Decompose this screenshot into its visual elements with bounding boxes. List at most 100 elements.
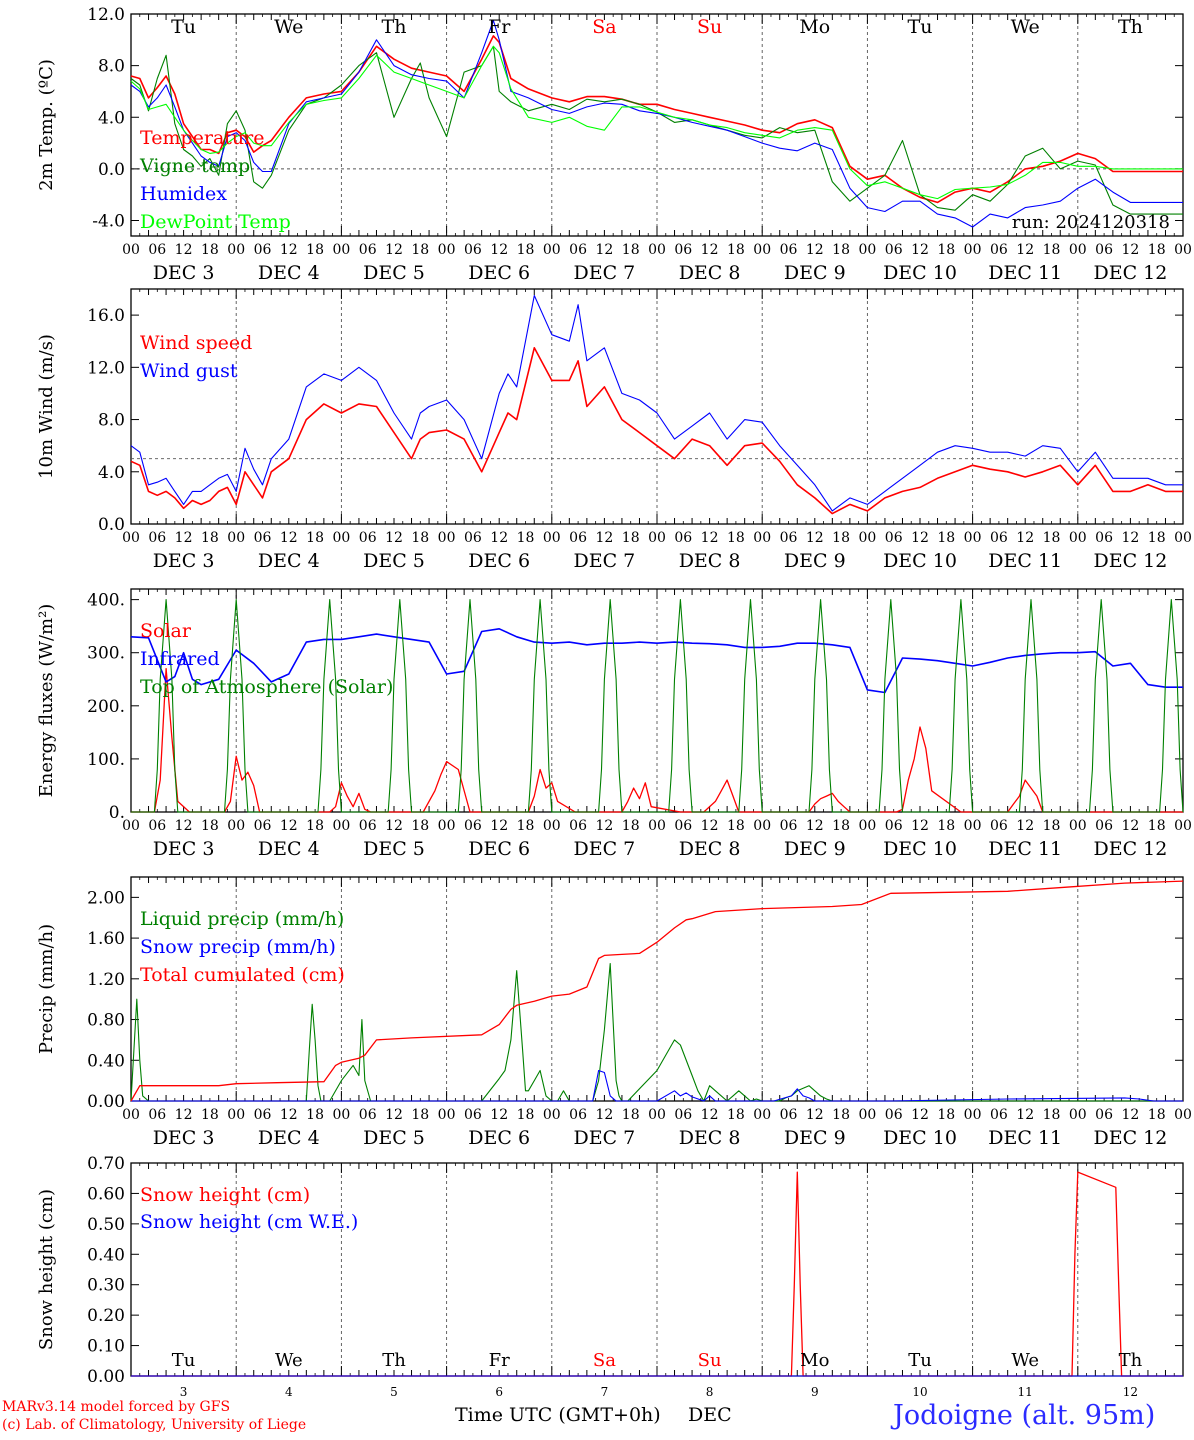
y-axis-label: Snow height (cm) <box>36 1189 57 1350</box>
date-label: DEC 12 <box>1093 262 1167 284</box>
weekday-label-bottom: We <box>1011 1350 1039 1371</box>
weekday-label-bottom: Tu <box>908 1350 932 1371</box>
panel-5: 0.00 0.10 0.20 0.30 0.40 0.50 0.60 0.70 Snow hei… <box>36 1154 1184 1387</box>
hour-tick-label: 18 <box>937 818 955 834</box>
hour-tick-label: 06 <box>780 530 798 546</box>
hour-tick-label: 18 <box>832 242 850 258</box>
weekday-label: Su <box>697 16 722 38</box>
station-name: Jodoigne (alt. 95m) <box>893 1400 1156 1431</box>
hour-tick-label: 06 <box>885 1107 903 1123</box>
day-number-label: 8 <box>706 1385 714 1399</box>
date-label: DEC 9 <box>784 838 846 860</box>
date-label: DEC 7 <box>574 838 636 860</box>
hour-tick-label: 18 <box>201 242 219 258</box>
hour-tick-label: 18 <box>1043 530 1061 546</box>
hour-tick-label: 12 <box>385 530 403 546</box>
hour-tick-label: 18 <box>517 530 535 546</box>
hour-tick-label: 00 <box>227 242 245 258</box>
weekday-label-bottom: Mo <box>800 1350 829 1371</box>
y-tick-label: 1.60 <box>87 929 125 949</box>
day-number-label: 5 <box>390 1385 398 1399</box>
hour-tick-label: 00 <box>753 530 771 546</box>
hour-tick-label: 18 <box>1148 818 1166 834</box>
date-label: DEC 8 <box>679 550 741 572</box>
date-label: DEC 7 <box>574 262 636 284</box>
hour-tick-label: 00 <box>543 530 561 546</box>
y-tick-label: 0.00 <box>87 1367 125 1387</box>
hour-tick-label: 18 <box>306 242 324 258</box>
series-line-vigne-temp <box>130 45 1183 215</box>
hour-tick-label: 18 <box>411 818 429 834</box>
hour-tick-label: 18 <box>201 530 219 546</box>
hour-tick-label: 06 <box>990 818 1008 834</box>
hour-tick-label: 06 <box>885 242 903 258</box>
date-label: DEC 4 <box>258 838 320 860</box>
hour-tick-label: 18 <box>201 1107 219 1123</box>
hour-tick-label: 12 <box>595 1107 613 1123</box>
day-number-label: 4 <box>285 1385 293 1399</box>
hour-tick-label: 18 <box>1043 818 1061 834</box>
hour-tick-label: 06 <box>1095 818 1113 834</box>
y-tick-label: 1.20 <box>87 970 125 990</box>
hour-tick-label: 18 <box>1043 1107 1061 1123</box>
hour-tick-label: 18 <box>622 1107 640 1123</box>
hour-tick-label: 00 <box>122 530 140 546</box>
hour-tick-label: 12 <box>385 818 403 834</box>
hour-tick-label: 12 <box>280 242 298 258</box>
hour-tick-label: 18 <box>1148 530 1166 546</box>
series-line-infrared <box>130 627 1183 694</box>
hour-tick-label: 18 <box>622 530 640 546</box>
y-tick-label: 0.70 <box>87 1154 125 1174</box>
date-label: DEC 10 <box>883 838 957 860</box>
series-line-snow-precip-mm-h- <box>131 1069 1183 1102</box>
hour-tick-label: 06 <box>148 818 166 834</box>
hour-tick-label: 12 <box>175 818 193 834</box>
date-label: DEC 7 <box>574 550 636 572</box>
y-tick-label: 4.0 <box>98 108 125 128</box>
hour-tick-label: 06 <box>1095 530 1113 546</box>
hour-tick-label: 00 <box>964 1107 982 1123</box>
hour-tick-label: 18 <box>727 242 745 258</box>
model-credit-line-1: MARv3.14 model forced by GFS <box>2 1399 231 1415</box>
hour-tick-label: 12 <box>806 818 824 834</box>
plot-frame <box>130 588 1184 813</box>
hour-tick-label: 00 <box>648 1107 666 1123</box>
day-number-label: 6 <box>495 1385 503 1399</box>
series-line-temperature <box>130 35 1183 204</box>
weekday-label: We <box>274 16 303 38</box>
hour-tick-label: 18 <box>727 818 745 834</box>
legend-entry: Snow height (cm W.E.) <box>140 1211 358 1233</box>
weekday-label: Sa <box>592 16 616 38</box>
date-label: DEC 6 <box>468 550 530 572</box>
x-axis-label: Time UTC (GMT+0h) <box>455 1404 661 1426</box>
y-tick-label: 0.40 <box>87 1051 125 1071</box>
legend-entry: Humidex <box>140 183 227 205</box>
hour-tick-label: 18 <box>411 530 429 546</box>
panel-3: 0. 100. 200. 300. 400. Energy fluxes (W/m²) So… <box>36 588 1192 860</box>
date-label: DEC 6 <box>468 262 530 284</box>
hour-tick-label: 06 <box>1095 1107 1113 1123</box>
hour-tick-label: 12 <box>1016 818 1034 834</box>
hour-tick-label: 06 <box>780 1107 798 1123</box>
y-tick-label: 0.10 <box>87 1337 125 1357</box>
weekday-label: Fr <box>488 16 511 38</box>
hour-tick-label: 00 <box>753 242 771 258</box>
weekday-label: Th <box>382 16 407 38</box>
hour-tick-label: 12 <box>806 530 824 546</box>
hour-tick-label: 12 <box>701 530 719 546</box>
hour-tick-label: 00 <box>227 530 245 546</box>
legend-entry: Wind gust <box>140 360 238 382</box>
hour-tick-label: 00 <box>543 242 561 258</box>
date-label: DEC 3 <box>153 262 215 284</box>
hour-tick-label: 06 <box>885 530 903 546</box>
date-label: DEC 12 <box>1093 550 1167 572</box>
hour-tick-label: 00 <box>227 1107 245 1123</box>
hour-tick-label: 06 <box>254 242 272 258</box>
hour-tick-label: 06 <box>254 1107 272 1123</box>
hour-tick-label: 00 <box>648 242 666 258</box>
hour-tick-label: 18 <box>1043 242 1061 258</box>
hour-tick-label: 00 <box>858 530 876 546</box>
hour-tick-label: 00 <box>122 242 140 258</box>
hour-tick-label: 00 <box>858 818 876 834</box>
